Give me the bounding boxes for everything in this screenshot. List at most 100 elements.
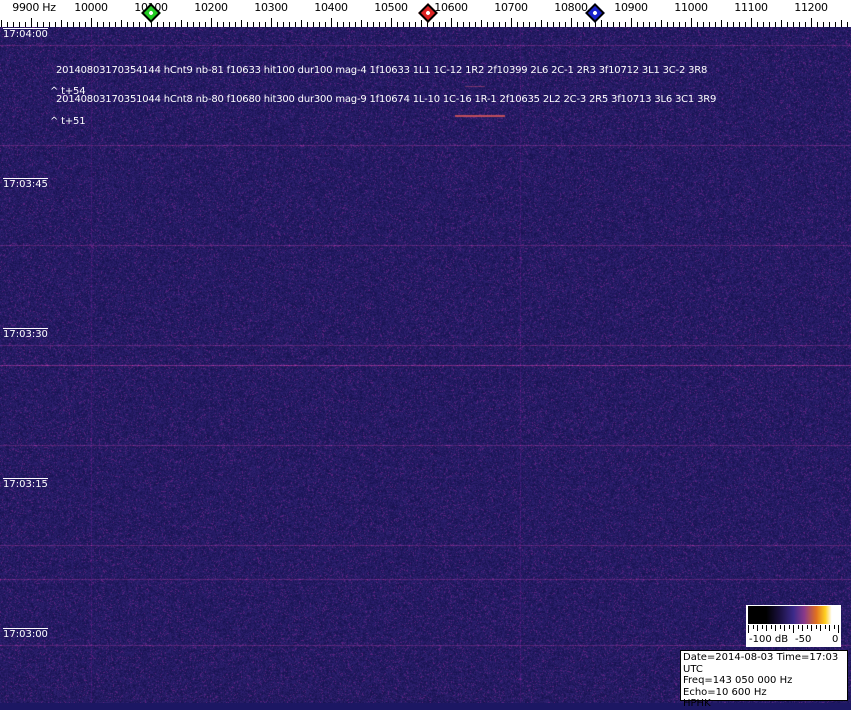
frequency-tick xyxy=(475,22,476,27)
frequency-tick xyxy=(655,22,656,27)
frequency-tick xyxy=(313,22,314,27)
frequency-tick xyxy=(337,22,338,27)
frequency-label: 10900 xyxy=(614,1,648,14)
info-freq: Freq=143 050 000 Hz xyxy=(683,675,793,686)
frequency-tick xyxy=(193,22,194,27)
info-date-time: Date=2014-08-03 Time=17:03 UTC xyxy=(683,652,839,675)
frequency-tick xyxy=(385,22,386,27)
frequency-tick xyxy=(259,22,260,27)
scale-tick xyxy=(798,625,799,629)
frequency-tick xyxy=(433,22,434,27)
frequency-tick xyxy=(271,18,272,27)
frequency-tick xyxy=(151,18,152,27)
frequency-tick xyxy=(361,20,362,27)
frequency-tick xyxy=(583,22,584,27)
frequency-tick xyxy=(823,22,824,27)
frequency-tick xyxy=(439,22,440,27)
frequency-tick xyxy=(133,22,134,27)
frequency-tick xyxy=(661,20,662,27)
frequency-tick xyxy=(751,18,752,27)
frequency-tick xyxy=(31,18,32,27)
frequency-tick xyxy=(649,22,650,27)
scale-tick xyxy=(757,625,758,631)
frequency-tick xyxy=(673,22,674,27)
frequency-label: 10800 xyxy=(554,1,588,14)
time-label: 17:03:45 xyxy=(3,178,48,190)
scale-tick xyxy=(789,625,790,629)
frequency-tick xyxy=(631,18,632,27)
frequency-tick xyxy=(13,22,14,27)
frequency-tick xyxy=(1,20,2,27)
frequency-tick xyxy=(19,22,20,27)
frequency-tick xyxy=(373,22,374,27)
scale-tick xyxy=(834,625,835,629)
scale-tick xyxy=(753,625,754,629)
scale-label-max: 0 xyxy=(832,634,839,645)
frequency-tick xyxy=(37,22,38,27)
frequency-tick xyxy=(175,22,176,27)
scale-label-min: -100 dB xyxy=(749,634,789,645)
scale-tick xyxy=(775,625,776,631)
frequency-tick xyxy=(169,22,170,27)
frequency-tick xyxy=(577,22,578,27)
frequency-tick xyxy=(235,22,236,27)
frequency-tick xyxy=(139,22,140,27)
frequency-tick xyxy=(349,22,350,27)
frequency-tick xyxy=(253,22,254,27)
scale-tick xyxy=(766,625,767,631)
frequency-tick xyxy=(295,22,296,27)
scale-tick xyxy=(793,625,794,633)
frequency-tick xyxy=(331,18,332,27)
scale-tick xyxy=(838,625,839,633)
frequency-tick xyxy=(727,22,728,27)
frequency-label: 10500 xyxy=(374,1,408,14)
frequency-tick xyxy=(49,22,50,27)
frequency-tick xyxy=(667,22,668,27)
frequency-tick xyxy=(79,22,80,27)
frequency-tick xyxy=(697,22,698,27)
frequency-tick xyxy=(115,22,116,27)
frequency-tick xyxy=(307,22,308,27)
frequency-tick xyxy=(703,22,704,27)
frequency-tick xyxy=(457,22,458,27)
frequency-tick xyxy=(421,20,422,27)
frequency-tick xyxy=(127,22,128,27)
frequency-tick xyxy=(517,22,518,27)
scale-tick xyxy=(784,625,785,631)
scale-tick xyxy=(780,625,781,629)
frequency-tick xyxy=(841,20,842,27)
frequency-label: 10400 xyxy=(314,1,348,14)
frequency-tick xyxy=(391,18,392,27)
frequency-tick xyxy=(847,22,848,27)
frequency-tick xyxy=(241,20,242,27)
detection-offset-1: ^ t+54 xyxy=(50,86,86,97)
frequency-tick xyxy=(343,22,344,27)
color-scale-gradient xyxy=(748,606,839,624)
time-label: 17:03:15 xyxy=(3,478,48,490)
frequency-tick xyxy=(163,22,164,27)
frequency-tick xyxy=(157,22,158,27)
frequency-tick xyxy=(739,22,740,27)
frequency-tick xyxy=(205,22,206,27)
frequency-tick xyxy=(109,22,110,27)
scale-tick xyxy=(802,625,803,631)
frequency-tick xyxy=(451,18,452,27)
scale-tick xyxy=(816,625,817,629)
waterfall-spectrogram xyxy=(0,27,851,703)
frequency-tick xyxy=(283,22,284,27)
frequency-tick xyxy=(415,22,416,27)
frequency-tick xyxy=(469,22,470,27)
frequency-label: 9900 Hz xyxy=(12,1,56,14)
frequency-tick xyxy=(691,18,692,27)
frequency-tick xyxy=(247,22,248,27)
frequency-ruler: 9900 Hz100001010010200103001040010500106… xyxy=(0,0,851,27)
frequency-tick xyxy=(73,22,74,27)
frequency-tick xyxy=(625,22,626,27)
scale-tick xyxy=(807,625,808,629)
frequency-tick xyxy=(97,22,98,27)
frequency-tick xyxy=(523,22,524,27)
frequency-tick xyxy=(55,22,56,27)
frequency-tick xyxy=(409,22,410,27)
time-label: 17:04:00 xyxy=(3,28,48,40)
frequency-tick xyxy=(757,22,758,27)
